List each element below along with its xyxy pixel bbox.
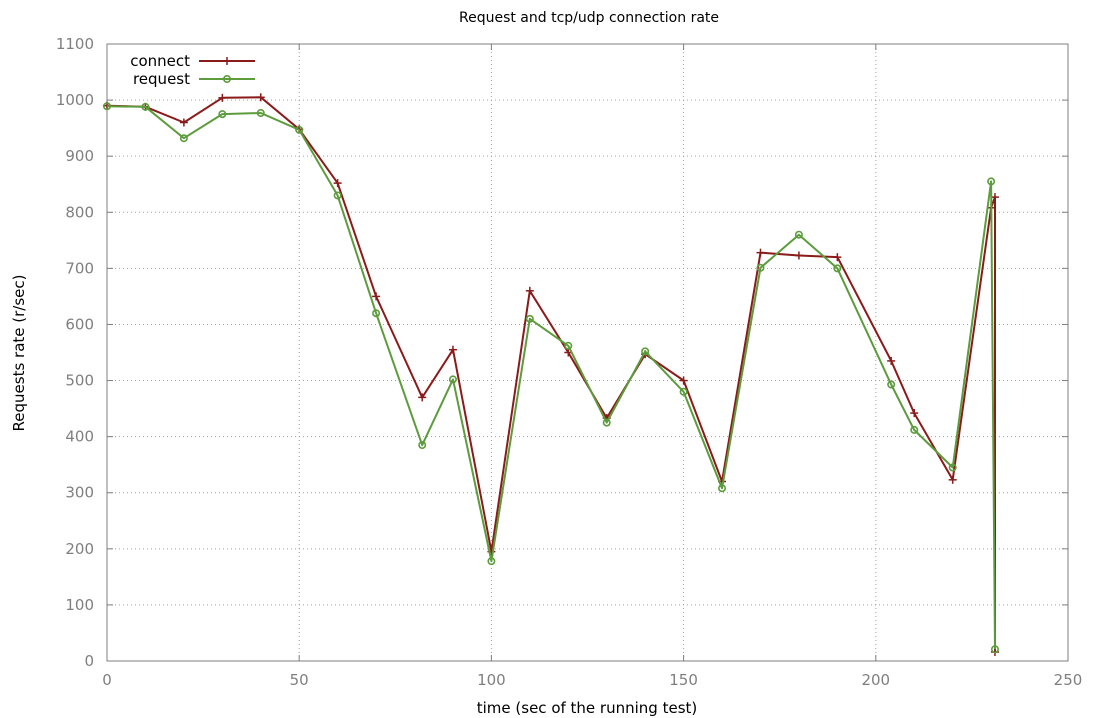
x-tick-label: 150 (669, 671, 698, 689)
data-point-connect (794, 251, 803, 260)
data-point-connect (218, 93, 227, 102)
data-point-connect (333, 179, 342, 188)
series-layer (103, 93, 999, 657)
y-tick-label: 300 (65, 484, 94, 502)
data-point-request (990, 645, 999, 654)
y-axis-label: Requests rate (r/sec) (10, 275, 28, 432)
data-point-connect (525, 286, 534, 295)
y-tick-label: 900 (65, 147, 94, 165)
data-point-connect (990, 193, 999, 202)
x-axis-label: time (sec of the running test) (477, 699, 698, 717)
data-point-request (525, 314, 534, 323)
legend-label-connect: connect (130, 52, 190, 70)
data-point-request (372, 309, 381, 318)
data-point-connect (833, 253, 842, 262)
data-point-request (564, 341, 573, 350)
plot-frame (106, 43, 1069, 662)
data-point-connect (756, 248, 765, 257)
x-tick-label: 250 (1054, 671, 1083, 689)
y-tick-label: 0 (84, 652, 94, 670)
data-point-connect (418, 393, 427, 402)
data-point-request (718, 484, 727, 493)
data-point-connect (948, 475, 957, 484)
data-point-request (333, 191, 342, 200)
data-point-request (141, 102, 150, 111)
data-point-request (487, 557, 496, 566)
data-point-connect (887, 356, 896, 365)
data-point-connect (256, 93, 265, 102)
data-point-connect (372, 292, 381, 301)
data-point-request (948, 463, 957, 472)
data-point-request (179, 134, 188, 143)
data-point-request (987, 177, 996, 186)
x-tick-label: 200 (861, 671, 890, 689)
series-connect (103, 93, 999, 657)
y-tick-label: 600 (65, 315, 94, 333)
y-tick-label: 700 (65, 259, 94, 277)
data-point-request (103, 102, 112, 111)
axis-ticks: 0 100 200 300 400 500 600 700 800 900 1000 1100 0 50 1… (56, 35, 1083, 689)
data-point-connect (910, 409, 919, 418)
data-point-request (256, 108, 265, 117)
y-tick-label: 500 (65, 372, 94, 390)
data-point-request (794, 230, 803, 239)
series-line-connect (106, 96, 996, 652)
legend-marker-connect (223, 57, 231, 65)
data-point-request (910, 425, 919, 434)
data-point-connect (448, 345, 457, 354)
data-point-request (833, 264, 842, 273)
x-tick-label: 100 (477, 671, 506, 689)
data-point-request (641, 347, 650, 356)
data-point-connect (179, 118, 188, 127)
y-tick-label: 200 (65, 540, 94, 558)
data-point-request (887, 380, 896, 389)
data-point-request (418, 441, 427, 450)
y-tick-label: 1100 (56, 35, 94, 53)
series-request (103, 102, 999, 654)
series-line-request (106, 105, 996, 650)
legend-label-request: request (133, 70, 190, 88)
data-point-request (756, 263, 765, 272)
y-tick-label: 400 (65, 428, 94, 446)
chart-title: Request and tcp/udp connection rate (459, 10, 719, 26)
data-point-request (218, 110, 227, 119)
x-tick-label: 0 (102, 671, 112, 689)
data-point-request (448, 375, 457, 384)
data-point-request (295, 125, 304, 134)
data-point-connect (679, 376, 688, 385)
data-point-request (679, 387, 688, 396)
data-point-request (602, 418, 611, 427)
y-tick-label: 1000 (56, 91, 94, 109)
x-tick-label: 50 (290, 671, 309, 689)
y-tick-label: 800 (65, 203, 94, 221)
y-tick-label: 100 (65, 596, 94, 614)
legend-marker-request (223, 75, 232, 84)
grid (107, 44, 1068, 661)
